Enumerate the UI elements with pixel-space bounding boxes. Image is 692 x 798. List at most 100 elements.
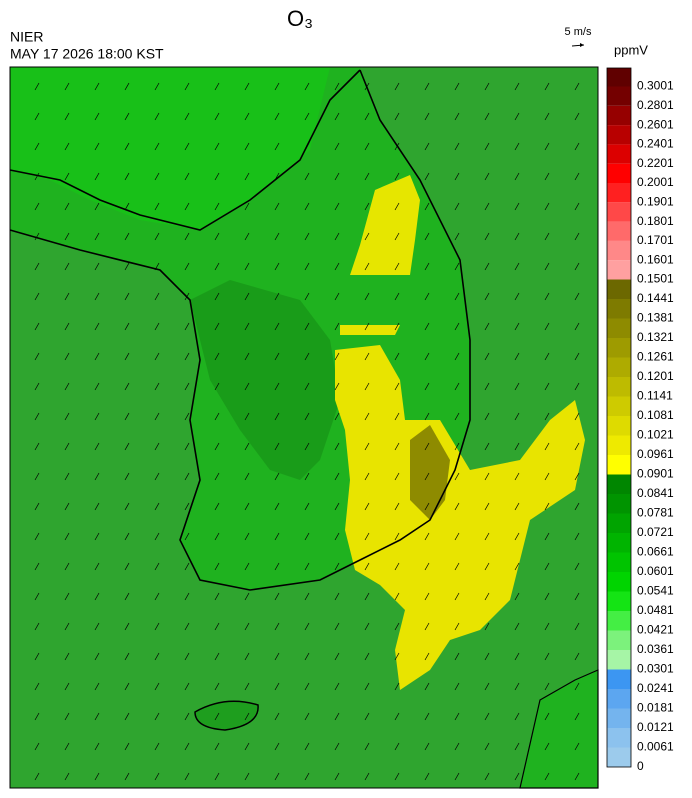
wind-arrow [244, 592, 250, 601]
wind-arrow [214, 352, 220, 361]
wind-arrow [394, 292, 400, 301]
wind-arrow [424, 292, 430, 301]
wind-arrow [424, 592, 430, 601]
wind-arrow [34, 742, 40, 751]
wind-arrow [214, 382, 220, 391]
wind-arrow [304, 82, 310, 91]
wind-arrow [214, 442, 220, 451]
wind-arrow [304, 622, 310, 631]
wind-arrow [304, 562, 310, 571]
wind-arrow [394, 682, 400, 691]
wind-arrow [424, 232, 430, 241]
wind-arrow [124, 322, 130, 331]
wind-arrow [454, 142, 460, 151]
wind-arrow [34, 472, 40, 481]
wind-arrow [544, 532, 550, 541]
wind-arrow [484, 382, 490, 391]
wind-arrow [484, 112, 490, 121]
colorbar-swatch [607, 533, 631, 553]
wind-arrow [304, 142, 310, 151]
wind-arrow [184, 322, 190, 331]
wind-arrow [454, 172, 460, 181]
wind-arrow [274, 172, 280, 181]
wind-arrow [154, 652, 160, 661]
colorbar-label: 0.1501 [637, 272, 674, 286]
wind-arrow [454, 532, 460, 541]
colorbar-label: 0.0961 [637, 447, 674, 461]
wind-arrow [364, 292, 370, 301]
wind-arrow [454, 412, 460, 421]
wind-arrow [364, 562, 370, 571]
colorbar-label: 0.0601 [637, 564, 674, 578]
wind-arrow [514, 322, 520, 331]
wind-arrow [334, 712, 340, 721]
wind-arrow [244, 742, 250, 751]
wind-arrow [424, 412, 430, 421]
wind-arrow [454, 322, 460, 331]
wind-arrow [544, 442, 550, 451]
wind-arrow [154, 532, 160, 541]
wind-arrow [184, 112, 190, 121]
wind-arrow [124, 112, 130, 121]
wind-arrow [154, 82, 160, 91]
wind-arrow [544, 202, 550, 211]
wind-arrow [334, 502, 340, 511]
wind-arrow [454, 292, 460, 301]
wind-arrow [514, 202, 520, 211]
wind-arrow [364, 322, 370, 331]
high-ozone-area [350, 175, 420, 275]
colorbar-swatch [607, 68, 631, 87]
wind-arrow [184, 742, 190, 751]
wind-arrow [64, 172, 70, 181]
wind-arrow [454, 652, 460, 661]
wind-arrow [454, 232, 460, 241]
wind-arrow [244, 502, 250, 511]
wind-arrow [454, 772, 460, 781]
wind-arrow [184, 292, 190, 301]
wind-arrow [94, 562, 100, 571]
colorbar-label: 0.0361 [637, 642, 674, 656]
map [9, 66, 599, 789]
wind-arrow [334, 262, 340, 271]
colorbar-swatch [607, 552, 631, 572]
wind-arrow [454, 742, 460, 751]
wind-arrow [334, 292, 340, 301]
wind-arrow [484, 622, 490, 631]
wind-arrow [154, 502, 160, 511]
wind-arrow [574, 652, 580, 661]
colorbar-label: 0.1901 [637, 194, 674, 208]
wind-arrow [514, 682, 520, 691]
wind-arrow [34, 532, 40, 541]
wind-arrow [334, 232, 340, 241]
wind-field [34, 82, 580, 781]
wind-arrow [274, 112, 280, 121]
wind-arrow [364, 412, 370, 421]
colorbar-swatch [607, 86, 631, 106]
wind-arrow [154, 712, 160, 721]
wind-arrow [394, 232, 400, 241]
wind-arrow [574, 502, 580, 511]
wind-arrow [334, 382, 340, 391]
wind-arrow [64, 142, 70, 151]
wind-arrow [304, 322, 310, 331]
wind-arrow [64, 562, 70, 571]
colorbar-swatch [607, 650, 631, 670]
wind-arrow [484, 532, 490, 541]
wind-arrow [214, 202, 220, 211]
wind-arrow [364, 532, 370, 541]
wind-arrow [424, 742, 430, 751]
colorbar-label: 0.1601 [637, 252, 674, 266]
wind-arrow [574, 202, 580, 211]
wind-arrow [394, 562, 400, 571]
colorbar-label: 0.1081 [637, 408, 674, 422]
wind-arrow [574, 622, 580, 631]
wind-arrow [454, 352, 460, 361]
wind-arrow [334, 82, 340, 91]
wind-arrow [64, 352, 70, 361]
wind-arrow [364, 232, 370, 241]
wind-arrow [64, 772, 70, 781]
wind-arrow [34, 652, 40, 661]
wind-arrow [214, 472, 220, 481]
wind-arrow [184, 622, 190, 631]
wind-arrow [244, 472, 250, 481]
